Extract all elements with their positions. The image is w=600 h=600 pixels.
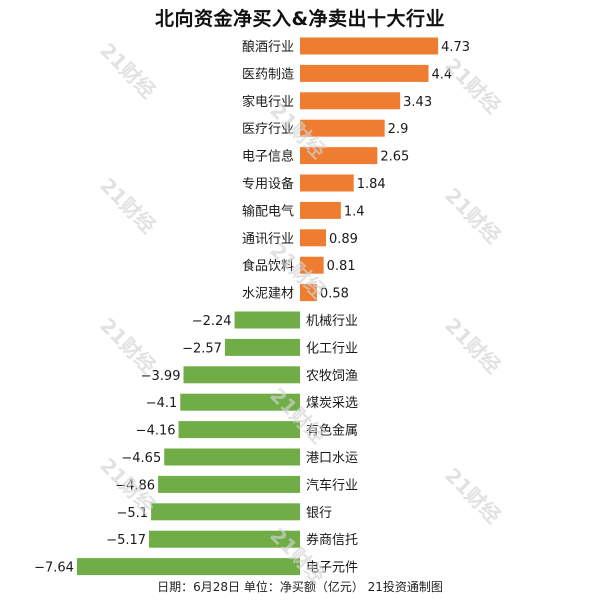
bar-化工行业 [224, 338, 300, 356]
category-label: 通讯行业 [242, 232, 294, 247]
bar-农牧饲渔 [183, 366, 300, 384]
bar-家电行业 [300, 92, 401, 110]
category-label: 农牧饲渔 [306, 369, 358, 384]
category-label: 专用设备 [242, 176, 294, 192]
bar-券商信托 [149, 530, 300, 548]
category-label: 券商信托 [306, 532, 358, 548]
value-label: −4.1 [146, 396, 178, 411]
bar-食品饮料 [300, 256, 324, 274]
category-label: 医药制造 [242, 67, 294, 82]
bar-通讯行业 [300, 229, 326, 247]
category-label: 食品饮料 [242, 258, 294, 274]
category-label: 电子信息 [242, 149, 294, 165]
category-label: 银行 [306, 506, 332, 521]
bar-输配电气 [300, 201, 341, 219]
value-label: −5.17 [106, 533, 146, 548]
value-label: 2.9 [388, 122, 409, 137]
category-label: 机械行业 [306, 314, 358, 329]
category-label: 化工行业 [306, 341, 358, 356]
chart-footer: 日期：6月28日 单位：净买额（亿元） 21投资通制图 [157, 580, 443, 594]
bar-机械行业 [234, 311, 300, 329]
category-label: 汽车行业 [306, 477, 358, 493]
bar-酿酒行业 [300, 37, 439, 55]
value-label: −2.24 [192, 314, 232, 329]
category-label: 家电行业 [242, 94, 294, 110]
value-label: 3.43 [403, 95, 432, 110]
category-label: 医疗行业 [242, 122, 294, 137]
value-label: 4.73 [441, 40, 470, 55]
value-label: 4.4 [431, 67, 452, 82]
category-label: 港口水运 [306, 451, 358, 466]
bar-银行 [151, 503, 300, 521]
category-label: 有色金属 [306, 423, 358, 439]
value-label: 1.84 [357, 177, 386, 192]
category-label: 输配电气 [242, 203, 294, 219]
value-label: −5.1 [117, 506, 149, 521]
bar-医疗行业 [300, 119, 385, 137]
chart-title: 北向资金净买入&净卖出十大行业 [154, 8, 446, 30]
bar-水泥建材 [300, 284, 317, 302]
value-label: −4.16 [136, 424, 176, 439]
value-label: −2.57 [182, 341, 222, 356]
value-label: 0.58 [320, 287, 349, 302]
bar-电子信息 [300, 147, 378, 165]
bar-专用设备 [300, 174, 354, 192]
bar-港口水运 [164, 448, 300, 466]
bar-有色金属 [178, 421, 300, 439]
category-label: 酿酒行业 [242, 39, 294, 55]
value-label: 0.81 [327, 259, 356, 274]
value-label: 0.89 [329, 232, 358, 247]
category-label: 电子元件 [306, 561, 358, 576]
category-label: 水泥建材 [242, 287, 294, 302]
value-label: −4.65 [121, 451, 161, 466]
bar-汽车行业 [158, 475, 300, 493]
value-label: 1.4 [344, 204, 365, 219]
bar-煤炭采选 [180, 393, 300, 411]
bar-医药制造 [300, 64, 429, 82]
value-label: −7.64 [34, 561, 74, 576]
value-label: −4.86 [115, 478, 155, 493]
value-label: 2.65 [380, 150, 409, 165]
bar-电子元件 [76, 558, 300, 576]
value-label: −3.99 [141, 369, 181, 384]
category-label: 煤炭采选 [306, 396, 358, 411]
